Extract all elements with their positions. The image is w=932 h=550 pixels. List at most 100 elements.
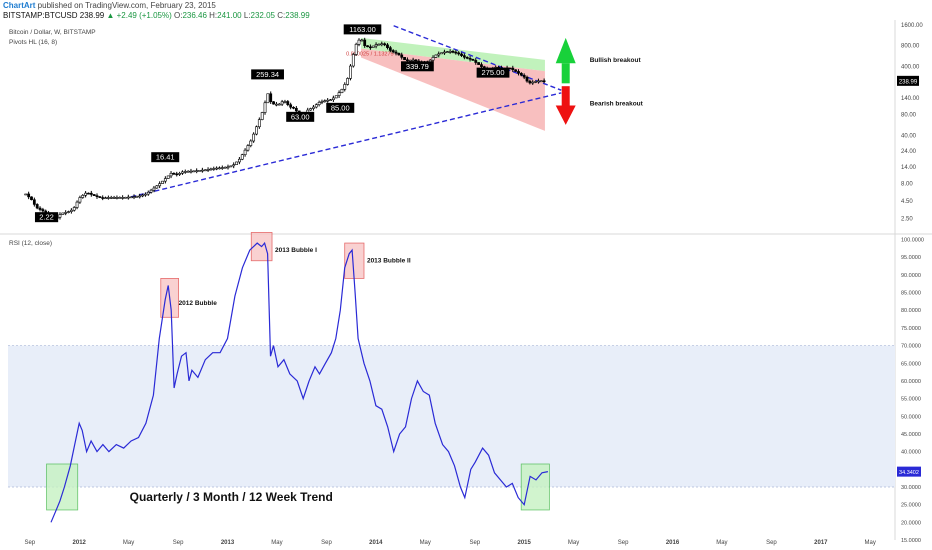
price-candle-body [371,45,375,48]
price-candle-body [209,168,213,171]
price-candle-body [101,197,105,199]
price-candle-body [158,183,162,187]
price-candle-body [112,197,116,199]
price-candle-body [126,196,130,199]
price-candle-body [260,112,264,120]
price-candle-body [465,56,469,59]
price-candle-body [326,99,330,102]
price-candle-body [411,59,415,62]
price-candle-body [434,54,438,58]
time-axis-tick-label: Sep [469,540,480,546]
price-candle-body [394,51,398,54]
price-candle-body [169,172,173,177]
rsi-axis-tick-label: 80.0000 [901,308,921,314]
price-candle-body [58,214,62,218]
bearish-arrow-shaft [561,86,570,106]
price-candle-body [124,196,127,199]
price-candle-body [98,196,102,198]
bubble-highlight-box [344,242,365,279]
price-candle-body [220,167,224,169]
time-axis-tick-label: 2013 [221,540,235,546]
pivot-label: 259.34 [256,70,279,79]
low-label: L: [243,11,251,20]
price-candle-body [243,149,247,156]
price-candle-body [118,197,122,199]
resistance-trendline [393,25,562,91]
pivot-label-box [400,61,434,72]
price-candle-body [192,170,196,173]
last-price-badge-label: 238.99 [899,79,918,85]
price-candle-body [377,43,381,46]
price-candle-body [451,51,455,53]
time-axis-tick-label: Sep [618,540,629,546]
price-candle-body [38,207,42,210]
price-axis-tick-label: 8.00 [901,182,913,188]
price-axis-tick-label: 14.00 [901,165,917,171]
price-candle-body [460,53,463,56]
price-candle-body [121,197,125,199]
price-candle-body [183,171,187,173]
time-axis-tick-label: May [271,540,282,546]
price-candle-body [388,47,392,51]
price-candle-body [35,204,39,209]
price-candle-body [61,212,65,215]
price-candle-body [317,102,321,105]
price-candle-body [249,140,253,146]
price-candle-body [286,101,290,105]
price-candle-body [109,197,113,199]
time-axis-tick-label: Sep [766,540,777,546]
price-candle-body [403,57,406,61]
price-candle-body [226,166,230,169]
bullish-breakout-label: Bullish breakout [590,57,642,64]
price-candle-body [252,133,256,142]
bearish-breakout-label: Bearish breakout [590,101,644,108]
price-axis-tick-label: 800.00 [901,44,920,50]
price-candle-body [200,169,204,172]
price-candle-body [81,195,85,198]
price-axis-tick-label: 80.00 [901,113,917,119]
price-candle-body [294,107,298,112]
time-axis-tick-label: May [123,540,134,546]
change-value: ▲ +2.49 (+1.05%) [106,11,172,20]
publisher-brand[interactable]: ChartArt [3,1,36,10]
fib-ratio-label: 0.880025 / 1.13275 [346,51,393,57]
price-candle-body [215,167,219,170]
price-candle-body [186,170,190,173]
price-candle-body [152,187,156,191]
low-value: 232.05 [250,11,275,20]
price-candle-body [280,101,284,105]
price-candle-body [386,44,389,48]
price-candle-body [517,71,520,74]
publisher-line: ChartArt published on TradingView.com, F… [3,1,216,10]
bullish-channel [361,37,545,72]
price-candle-body [175,173,179,176]
price-candle-body [92,194,96,196]
price-candle-body [519,72,523,76]
price-candle-body [340,88,344,93]
rsi-low-box-2011 [46,463,79,511]
price-axis-tick-label: 140.00 [901,96,920,102]
symbol-label[interactable]: BITSTAMP:BTCUSD [3,11,78,20]
price-candle-body [366,45,369,48]
last-rsi-badge-label: 34.3402 [899,470,919,476]
price-candle-body [468,57,472,60]
pivots-indicator-label: Pivots HL (16, 8) [9,39,57,46]
price-candle-body [181,171,184,174]
pivot-label-box [286,111,315,122]
rsi-axis-tick-label: 20.0000 [901,520,921,526]
price-candle-body [334,95,338,99]
pivot-label: 339.79 [406,62,429,71]
price-candle-body [368,46,372,49]
price-candle-body [391,50,395,53]
price-candle-body [397,52,401,56]
price-candle-body [257,119,261,128]
rsi-axis-tick-label: 85.0000 [901,291,921,297]
rsi-axis-tick-label: 100.0000 [901,238,924,244]
price-candle-body [266,93,270,104]
quote-line: BITSTAMP:BTCUSD 238.99 ▲ +2.49 (+1.05%) … [3,11,310,20]
price-candle-body [106,197,110,199]
price-candle-body [155,185,159,189]
price-axis-tick-label: 40.00 [901,133,917,139]
price-axis-tick-label: 24.00 [901,149,917,155]
